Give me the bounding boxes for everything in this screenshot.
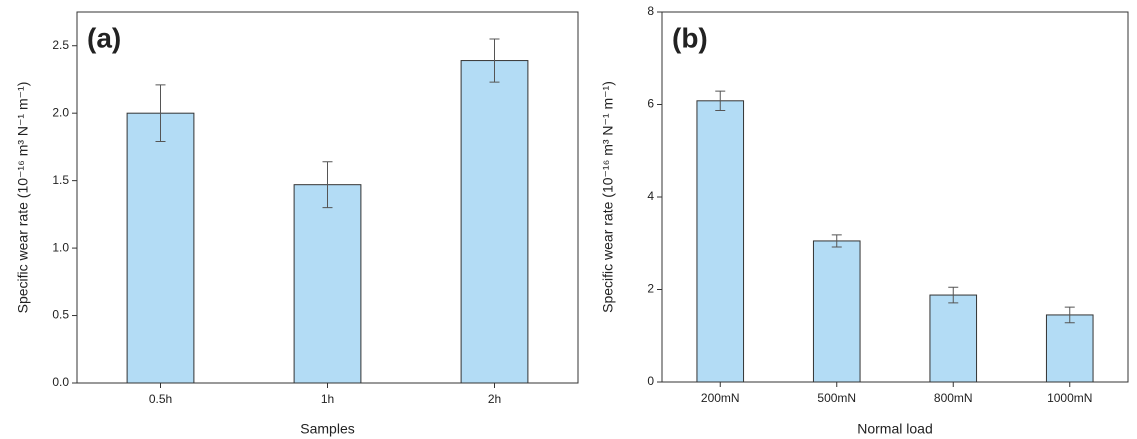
error-bar — [155, 84, 166, 143]
error-bar — [489, 38, 500, 83]
bar — [460, 60, 529, 384]
bar — [126, 112, 195, 384]
y-tick-label: 0.0 — [52, 375, 69, 389]
x-axis-label: Normal load — [857, 421, 932, 437]
x-tick-label: 2h — [488, 392, 501, 406]
x-tick-label: 200mN — [701, 391, 740, 405]
error-bar — [831, 234, 842, 248]
x-tick-label: 0.5h — [149, 392, 172, 406]
y-tick-label: 0.5 — [52, 308, 69, 322]
y-axis-label: Specific wear rate (10⁻¹⁶ m³ N⁻¹ m⁻¹) — [15, 82, 31, 314]
y-tick-label: 2 — [647, 282, 654, 296]
error-bar — [948, 286, 959, 304]
y-tick-label: 2.0 — [52, 105, 69, 119]
y-tick-label: 2.5 — [52, 38, 69, 52]
bar — [696, 100, 745, 383]
x-axis-label: Samples — [300, 421, 354, 437]
x-tick-label: 500mN — [817, 391, 856, 405]
bar — [929, 294, 978, 383]
x-tick-label: 1h — [321, 392, 334, 406]
y-tick-label: 0 — [647, 374, 654, 388]
x-tick-label: 1000mN — [1047, 391, 1092, 405]
error-bar — [715, 90, 726, 112]
y-tick-label: 6 — [647, 97, 654, 111]
y-tick-label: 4 — [647, 189, 654, 203]
y-tick-label: 1.5 — [52, 173, 69, 187]
panel-label: (b) — [672, 22, 708, 53]
bar — [1045, 314, 1094, 383]
bar — [812, 240, 861, 383]
x-tick-label: 800mN — [934, 391, 973, 405]
error-bar — [1064, 306, 1075, 324]
y-axis-label: Specific wear rate (10⁻¹⁶ m³ N⁻¹ m⁻¹) — [600, 81, 616, 313]
bar — [293, 184, 362, 384]
y-tick-label: 8 — [647, 4, 654, 18]
y-tick-label: 1.0 — [52, 240, 69, 254]
panel-label: (a) — [87, 22, 121, 53]
error-bar — [322, 161, 333, 209]
